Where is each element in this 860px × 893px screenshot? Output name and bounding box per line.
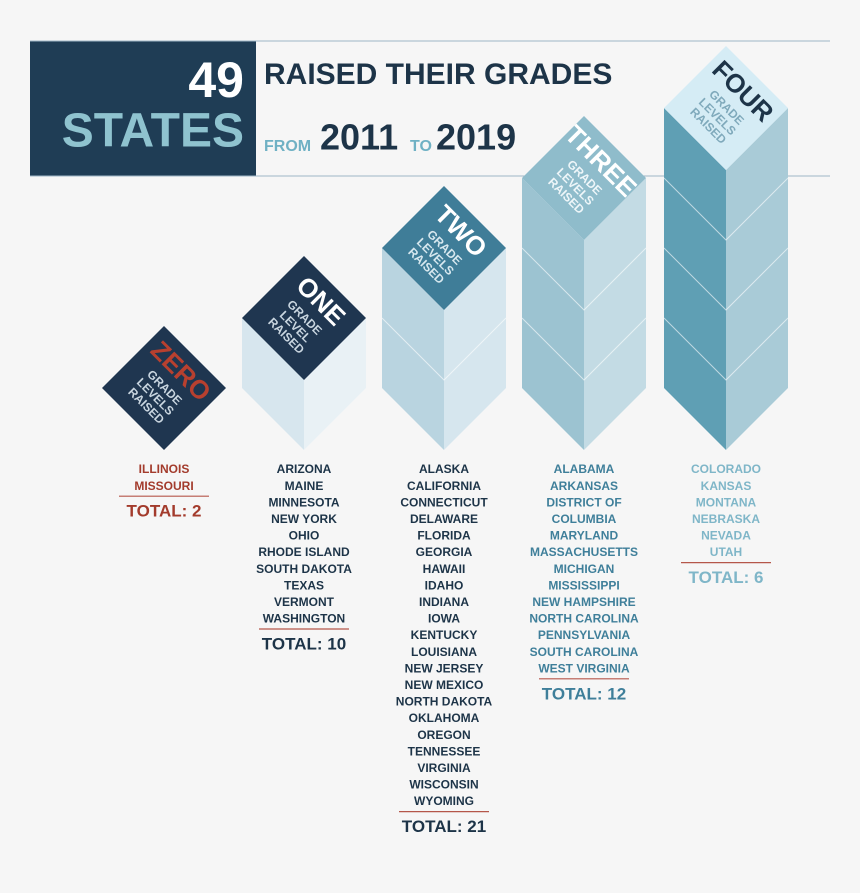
grade-column: TWOGRADELEVELSRAISEDALASKACALIFORNIACONN… (381, 186, 507, 836)
state-name: MICHIGAN (554, 562, 615, 576)
state-name: TEXAS (284, 578, 324, 592)
grade-column: FOURGRADELEVELSRAISEDCOLORADOKANSASMONTA… (663, 46, 789, 587)
state-name: OREGON (417, 728, 470, 742)
state-name: ARIZONA (277, 462, 332, 476)
column-top (102, 326, 226, 450)
state-name: KENTUCKY (411, 628, 478, 642)
state-name: CALIFORNIA (407, 479, 481, 493)
state-name: NEW JERSEY (405, 661, 484, 675)
state-name: FLORIDA (417, 529, 471, 543)
state-name: CONNECTICUT (400, 495, 488, 509)
column-total: TOTAL: 2 (127, 502, 202, 521)
grade-column: ZEROGRADELEVELSRAISEDILLINOISMISSOURITOT… (102, 326, 226, 521)
state-name: LOUISIANA (411, 645, 477, 659)
column-top (382, 186, 506, 310)
state-name: MISSISSIPPI (548, 578, 619, 592)
state-name: HAWAII (423, 562, 466, 576)
state-name: VERMONT (274, 595, 335, 609)
state-name: WYOMING (414, 794, 474, 808)
state-name: WISCONSIN (409, 778, 478, 792)
state-name: OKLAHOMA (409, 711, 480, 725)
state-name: IOWA (428, 612, 460, 626)
block-edge (521, 247, 647, 311)
column-top (664, 46, 788, 170)
state-name: MASSACHUSETTS (530, 545, 638, 559)
header-start: 2011 (320, 117, 398, 158)
state-name: DELAWARE (410, 512, 478, 526)
state-name: NORTH CAROLINA (529, 612, 639, 626)
state-name: UTAH (710, 545, 742, 559)
header-to: TO (410, 138, 432, 155)
column-total: TOTAL: 6 (689, 568, 764, 587)
column-total: TOTAL: 10 (262, 634, 346, 653)
state-name: NEW MEXICO (405, 678, 484, 692)
block-edge (521, 317, 647, 381)
column-left-face (242, 318, 304, 450)
state-name: WEST VIRGINIA (538, 661, 630, 675)
state-name: TENNESSEE (408, 744, 481, 758)
column-right-face (584, 178, 646, 450)
state-name: NEBRASKA (692, 512, 760, 526)
state-name: WASHINGTON (263, 612, 345, 626)
state-name: NEVADA (701, 529, 751, 543)
column-top (522, 116, 646, 240)
state-name: MONTANA (696, 495, 757, 509)
state-name: ALASKA (419, 462, 469, 476)
state-name: COLUMBIA (552, 512, 617, 526)
state-name: KANSAS (701, 479, 752, 493)
state-name: NEW YORK (271, 512, 337, 526)
state-name: MISSOURI (134, 479, 193, 493)
column-total: TOTAL: 12 (542, 684, 626, 703)
state-name: GEORGIA (416, 545, 473, 559)
column-left-face (522, 178, 584, 450)
state-name: PENNSYLVANIA (538, 628, 631, 642)
state-name: COLORADO (691, 462, 761, 476)
state-name: DISTRICT OF (546, 495, 621, 509)
state-name: NEW HAMPSHIRE (532, 595, 635, 609)
column-top (242, 256, 366, 380)
state-name: ALABAMA (554, 462, 615, 476)
state-name: ARKANSAS (550, 479, 618, 493)
header-box (30, 41, 256, 176)
block-edge (381, 317, 507, 381)
header-states: STATES (62, 105, 244, 158)
column-total: TOTAL: 21 (402, 817, 486, 836)
state-name: VIRGINIA (417, 761, 471, 775)
state-name: IDAHO (425, 578, 464, 592)
column-right-face (304, 318, 366, 450)
block-edge (663, 247, 789, 311)
grade-column: ONEGRADELEVELRAISEDARIZONAMAINEMINNESOTA… (242, 256, 366, 653)
state-name: SOUTH DAKOTA (256, 562, 352, 576)
columns: ZEROGRADELEVELSRAISEDILLINOISMISSOURITOT… (102, 46, 789, 836)
header-end: 2019 (436, 117, 516, 158)
state-name: SOUTH CAROLINA (530, 645, 639, 659)
block-edge (663, 177, 789, 241)
state-name: RHODE ISLAND (258, 545, 350, 559)
header-from: FROM (264, 138, 311, 155)
block-edge (663, 317, 789, 381)
state-name: MAINE (285, 479, 324, 493)
state-name: INDIANA (419, 595, 469, 609)
header-number: 49 (188, 52, 244, 108)
header-title: RAISED THEIR GRADES (264, 58, 612, 91)
state-name: NORTH DAKOTA (396, 695, 493, 709)
state-name: MINNESOTA (268, 495, 339, 509)
state-name: OHIO (289, 529, 320, 543)
state-name: MARYLAND (550, 529, 619, 543)
grade-column: THREEGRADELEVELSRAISEDALABAMAARKANSASDIS… (521, 116, 647, 703)
state-name: ILLINOIS (139, 462, 190, 476)
